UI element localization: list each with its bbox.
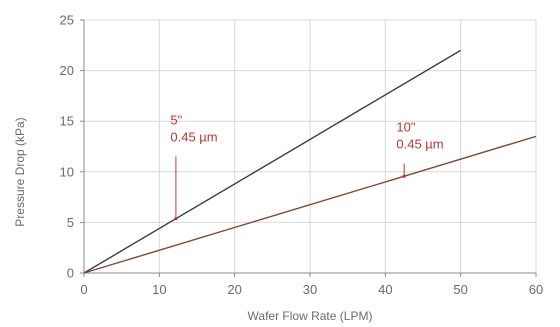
- x-tick-label: 60: [529, 282, 543, 297]
- annotation-marker-2: [402, 174, 406, 178]
- x-tick-label: 10: [152, 282, 166, 297]
- y-tick-label: 20: [60, 63, 74, 78]
- y-tick-label: 0: [67, 266, 74, 281]
- axes-layer: 0 10 20 30 40 50 60 0 5 10 15 20 25: [60, 13, 544, 298]
- annotation-marker-1: [174, 217, 178, 221]
- annotation-layer: 5" 0.45 µm 10" 0.45 µm: [170, 112, 444, 221]
- annotation-label-2: 10" 0.45 µm: [396, 119, 443, 151]
- series-layer: [83, 49, 537, 274]
- y-tick-label: 10: [60, 164, 74, 179]
- y-tick-label: 15: [60, 114, 74, 129]
- x-tick-label: 50: [453, 282, 467, 297]
- x-axis-title: Wafer Flow Rate (LPM): [248, 309, 373, 323]
- annotation-label-line: 10": [396, 119, 415, 134]
- annotation-label-line: 0.45 µm: [170, 129, 217, 144]
- annotation-label-line: 5": [170, 112, 182, 127]
- series-line-2: [83, 135, 537, 274]
- x-tick-label: 0: [80, 282, 87, 297]
- annotation-label-1: 5" 0.45 µm: [170, 112, 217, 144]
- annotation-label-line: 0.45 µm: [396, 136, 443, 151]
- series-line-1: [83, 49, 462, 274]
- y-tick-label: 5: [67, 215, 74, 230]
- x-tick-label: 30: [303, 282, 317, 297]
- x-tick-label: 40: [378, 282, 392, 297]
- y-axis-title: Pressure Drop (kPa): [13, 117, 27, 226]
- x-tick-label: 20: [227, 282, 241, 297]
- grid-layer: [84, 19, 537, 273]
- y-tick-label: 25: [60, 13, 74, 28]
